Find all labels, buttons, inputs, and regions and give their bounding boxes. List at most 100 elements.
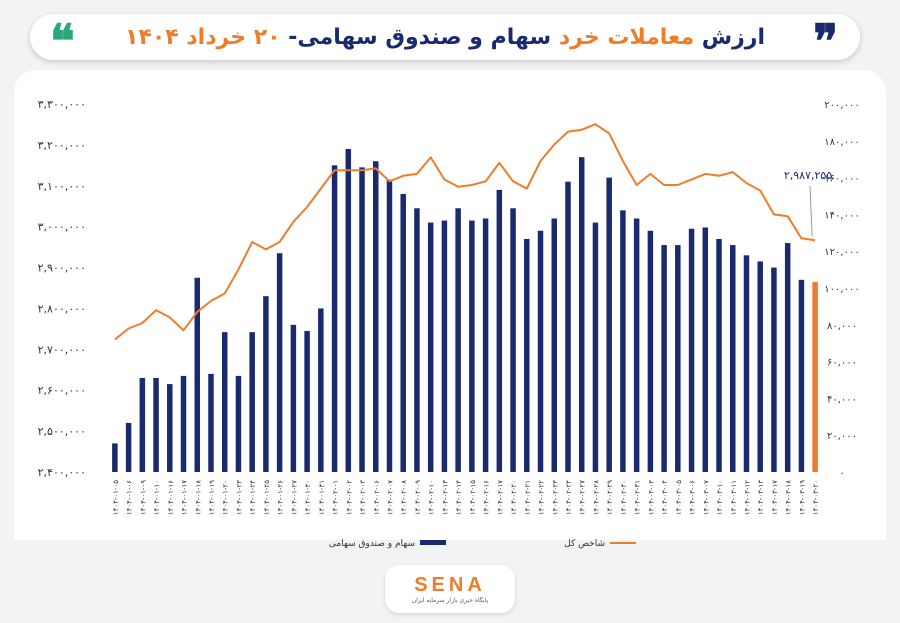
left-tick-label: ۳,۲۰۰,۰۰۰ bbox=[38, 139, 86, 152]
bar bbox=[414, 208, 420, 472]
bar bbox=[482, 218, 489, 472]
bar bbox=[290, 324, 297, 472]
bar bbox=[331, 165, 338, 473]
right-tick-label: ۰ bbox=[839, 468, 844, 479]
chart-card bbox=[14, 70, 886, 540]
right-tick-label: ۱۸۰,۰۰۰ bbox=[824, 137, 859, 148]
x-tick-label: ۱۴۰۴-۰۱-۲۵ bbox=[263, 480, 271, 515]
legend: سهام و صندوق سهامی شاخص کل bbox=[329, 539, 636, 549]
bar bbox=[716, 238, 722, 472]
left-tick-label: ۲,۶۰۰,۰۰۰ bbox=[38, 384, 86, 397]
bar bbox=[208, 373, 214, 472]
bar bbox=[565, 181, 571, 472]
bar bbox=[318, 308, 324, 472]
bar bbox=[139, 377, 146, 472]
left-tick-label: ۲,۴۰۰,۰۰۰ bbox=[38, 466, 86, 479]
x-tick-label: ۱۴۰۴-۰۲-۰۸ bbox=[400, 480, 408, 515]
left-tick-label: ۲,۷۰۰,۰۰۰ bbox=[38, 343, 86, 356]
x-tick-label: ۱۴۰۴-۰۲-۲۴ bbox=[565, 480, 573, 515]
right-tick-label: ۶۰,۰۰۰ bbox=[827, 358, 857, 369]
title-word-stocks: سهام و صندوق سهامی- bbox=[288, 24, 552, 50]
bar bbox=[153, 377, 159, 472]
x-tick-label: ۱۴۰۴-۰۲-۱۵ bbox=[469, 480, 477, 515]
left-tick-label: ۳,۰۰۰,۰۰۰ bbox=[38, 221, 86, 234]
bar bbox=[167, 384, 173, 472]
bar bbox=[345, 148, 352, 472]
right-tick-label: ۱۴۰,۰۰۰ bbox=[824, 210, 859, 221]
x-tick-label: ۱۴۰۴-۰۳-۱۰ bbox=[716, 480, 724, 515]
x-tick-label: ۱۴۰۴-۰۱-۲۷ bbox=[290, 480, 298, 515]
x-tick-label: ۱۴۰۴-۰۱-۱۷ bbox=[181, 480, 189, 515]
bar bbox=[304, 330, 310, 472]
sena-logo: SENA bbox=[414, 573, 486, 596]
x-tick-label: ۱۴۰۴-۰۲-۰۹ bbox=[414, 480, 422, 515]
x-tick-label: ۱۴۰۴-۰۲-۰۳ bbox=[359, 480, 367, 515]
bar bbox=[125, 422, 132, 472]
bar bbox=[400, 193, 406, 472]
page-title: ارزش معاملات خرد سهام و صندوق سهامی- ۲۰ … bbox=[125, 25, 765, 50]
x-tick-label: ۱۴۰۴-۰۳-۱۹ bbox=[798, 480, 806, 515]
x-tick-label: ۱۴۰۴-۰۱-۲۴ bbox=[249, 480, 257, 515]
bar bbox=[633, 218, 640, 472]
annotation-leader bbox=[809, 185, 813, 237]
annotation: ۲,۹۸۷,۲۵۵ bbox=[784, 169, 832, 237]
bar bbox=[730, 245, 736, 472]
bar bbox=[620, 210, 626, 473]
x-tick-label: ۱۴۰۴-۰۱-۰۶ bbox=[126, 480, 134, 515]
x-tick-label: ۱۴۰۴-۰۱-۲۳ bbox=[235, 480, 243, 515]
x-tick-label: ۱۴۰۴-۰۳-۰۷ bbox=[702, 480, 710, 515]
right-axis: ۰ ۲۰,۰۰۰ ۴۰,۰۰۰ ۶۰,۰۰۰ ۸۰,۰۰۰ ۱۰۰,۰۰۰ ۱۲۰,۰۰۰ ۱… bbox=[824, 100, 859, 479]
x-tick-label: ۱۴۰۴-۰۳-۰۵ bbox=[675, 480, 683, 515]
x-tick-label: ۱۴۰۴-۰۱-۱۸ bbox=[194, 480, 202, 515]
bar bbox=[496, 189, 503, 472]
bar bbox=[441, 220, 448, 472]
left-axis: ۲,۴۰۰,۰۰۰ ۲,۵۰۰,۰۰۰ ۲,۶۰۰,۰۰۰ ۲,۷۰۰,۰۰۰ ۲,۸۰… bbox=[38, 98, 86, 479]
right-tick-label: ۱۰۰,۰۰۰ bbox=[824, 284, 859, 295]
bar bbox=[784, 243, 791, 472]
x-tick-label: ۱۴۰۴-۰۱-۰۹ bbox=[139, 480, 147, 515]
x-tick-label: ۱۴۰۴-۰۲-۰۲ bbox=[345, 480, 353, 515]
x-tick-label: ۱۴۰۴-۰۳-۱۸ bbox=[785, 480, 793, 515]
bar bbox=[647, 230, 654, 472]
bar bbox=[455, 208, 461, 472]
x-tick-label: ۱۴۰۴-۰۲-۲۳ bbox=[551, 480, 559, 515]
x-tick-label: ۱۴۰۴-۰۲-۲۸ bbox=[592, 480, 600, 515]
bar bbox=[771, 267, 777, 472]
x-tick-label: ۱۴۰۴-۰۲-۱۶ bbox=[483, 480, 491, 515]
title-word-retail: معاملات خرد bbox=[558, 24, 695, 50]
bar bbox=[386, 179, 393, 472]
right-tick-label: ۱۲۰,۰۰۰ bbox=[824, 247, 859, 258]
bar bbox=[743, 255, 750, 472]
sena-tagline: پایگاه خبری بازار سرمایه ایران bbox=[411, 596, 489, 604]
x-tick-label: ۱۴۰۴-۰۳-۱۷ bbox=[771, 480, 779, 515]
x-tick-label: ۱۴۰۴-۰۲-۰۶ bbox=[373, 480, 381, 515]
right-tick-label: ۴۰,۰۰۰ bbox=[827, 394, 857, 405]
x-tick-label: ۱۴۰۴-۰۱-۱۰ bbox=[153, 480, 161, 515]
x-tick-label: ۱۴۰۴-۰۱-۱۹ bbox=[208, 480, 216, 515]
x-tick-label: ۱۴۰۴-۰۱-۳۰ bbox=[304, 480, 312, 515]
x-tick-label: ۱۴۰۴-۰۲-۲۲ bbox=[538, 480, 546, 515]
bar bbox=[688, 228, 695, 472]
right-tick-label: ۲۰۰,۰۰۰ bbox=[824, 100, 859, 111]
bar bbox=[427, 222, 434, 472]
x-axis: ۱۴۰۴-۰۱-۰۵ ۱۴۰۴-۰۱-۰۶ ۱۴۰۴-۰۱-۰۹ ۱۴۰۴-۰۱-۱۰… bbox=[112, 480, 820, 515]
x-tick-label: ۱۴۰۴-۰۲-۰۱ bbox=[332, 480, 340, 515]
line-series bbox=[114, 123, 816, 341]
x-tick-label: ۱۴۰۴-۰۲-۲۱ bbox=[524, 480, 532, 515]
left-tick-label: ۲,۹۰۰,۰۰۰ bbox=[38, 262, 86, 275]
x-tick-label: ۱۴۰۴-۰۱-۲۰ bbox=[222, 480, 230, 515]
bar bbox=[249, 332, 255, 472]
x-tick-label: ۱۴۰۴-۰۱-۲۶ bbox=[277, 480, 285, 515]
bar bbox=[221, 332, 228, 472]
legend-label-line: شاخص کل bbox=[564, 539, 605, 549]
x-tick-label: ۱۴۰۴-۰۲-۳۱ bbox=[634, 480, 642, 515]
bar bbox=[551, 218, 557, 472]
quote-mark-left-icon: ❝ bbox=[50, 14, 75, 68]
x-tick-label: ۱۴۰۴-۰۱-۳۱ bbox=[318, 480, 326, 515]
x-tick-label: ۱۴۰۴-۰۳-۱۳ bbox=[757, 480, 765, 515]
bar bbox=[537, 230, 544, 472]
bar-series bbox=[112, 148, 818, 473]
bar bbox=[276, 253, 283, 472]
x-tick-label: ۱۴۰۴-۰۲-۲۹ bbox=[606, 480, 614, 515]
